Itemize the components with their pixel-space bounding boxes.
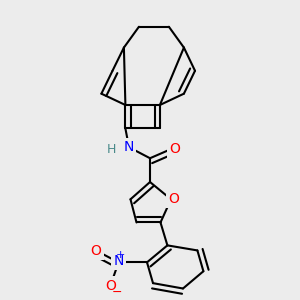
Text: O: O: [106, 278, 116, 292]
Text: N: N: [113, 254, 124, 268]
Text: O: O: [91, 244, 101, 258]
Text: H: H: [107, 143, 116, 156]
Text: −: −: [112, 286, 122, 299]
Text: O: O: [169, 142, 180, 156]
Text: +: +: [115, 250, 125, 260]
Text: O: O: [169, 192, 179, 206]
Text: N: N: [124, 140, 134, 154]
